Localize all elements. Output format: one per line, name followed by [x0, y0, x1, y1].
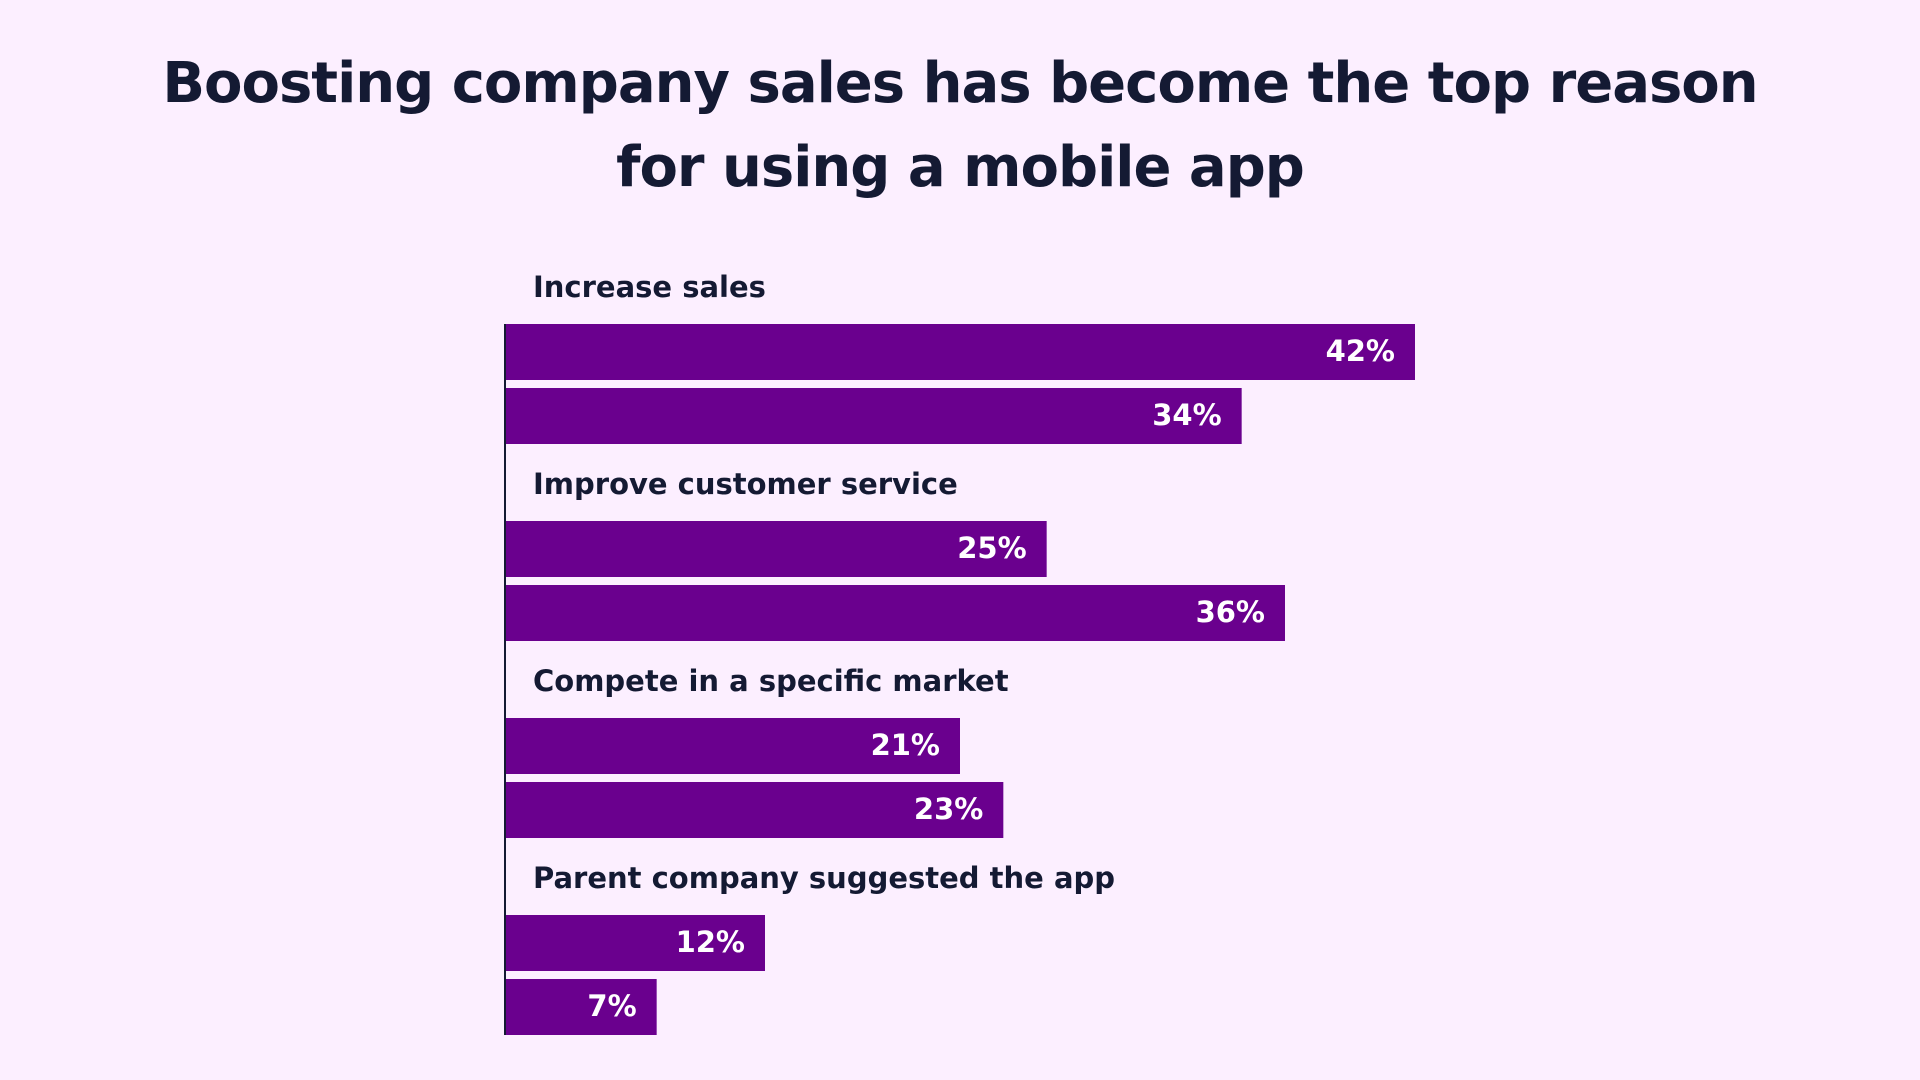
value-label: 25%	[957, 531, 1026, 565]
bar	[505, 979, 657, 1035]
category-label: Parent company suggested the app	[533, 861, 1115, 895]
value-label: 34%	[1152, 398, 1221, 432]
bar	[505, 324, 1415, 380]
bar	[505, 782, 1004, 838]
bar	[505, 915, 765, 971]
value-label: 12%	[676, 925, 745, 959]
bar	[505, 585, 1285, 641]
category-label: Improve customer service	[533, 467, 958, 501]
category-label: Increase sales	[533, 270, 766, 304]
bar	[505, 718, 960, 774]
bar	[505, 388, 1242, 444]
value-label: 36%	[1196, 595, 1265, 629]
value-label: 42%	[1326, 334, 1395, 368]
value-label: 21%	[871, 728, 940, 762]
bar	[505, 521, 1047, 577]
category-label: Compete in a specific market	[533, 664, 1009, 698]
chart-title: Boosting company sales has become the to…	[162, 51, 1758, 200]
value-label: 7%	[587, 989, 636, 1023]
value-label: 23%	[914, 792, 983, 826]
